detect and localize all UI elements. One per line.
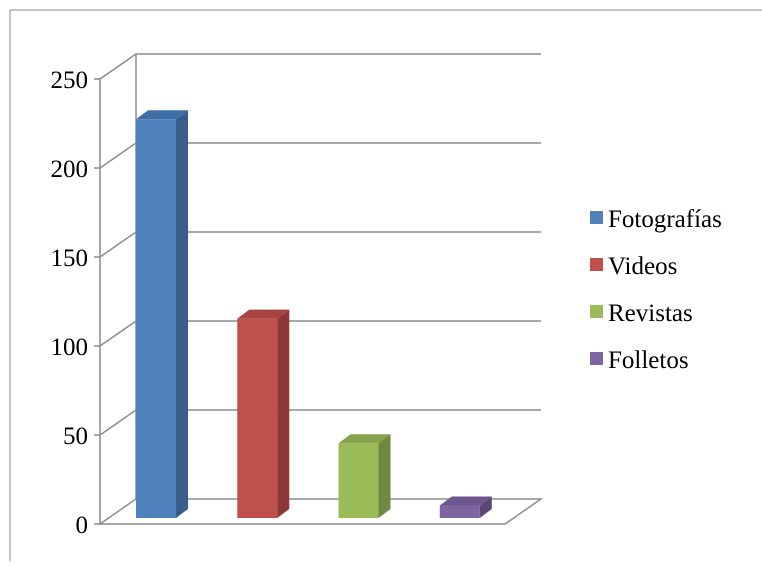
bar-top bbox=[237, 309, 290, 319]
y-tick-label: 200 bbox=[51, 156, 89, 183]
y-tick-label: 150 bbox=[51, 245, 89, 272]
bar-front bbox=[237, 318, 278, 518]
gridline bbox=[99, 53, 541, 80]
gridline bbox=[99, 231, 541, 258]
bar-front bbox=[136, 119, 177, 518]
bar-2 bbox=[237, 309, 290, 518]
gridline bbox=[99, 320, 541, 347]
legend-swatch bbox=[590, 352, 603, 365]
legend-swatch bbox=[590, 211, 603, 224]
bar-1 bbox=[136, 110, 189, 518]
bar-top bbox=[338, 434, 391, 444]
gridlines bbox=[99, 53, 541, 436]
legend-item: Folletos bbox=[590, 347, 689, 374]
bar-side bbox=[277, 309, 290, 518]
bar-top bbox=[136, 110, 189, 120]
bar-side bbox=[378, 434, 391, 518]
y-tick-label: 250 bbox=[51, 67, 89, 94]
legend-item: Revistas bbox=[590, 300, 693, 327]
legend-item: Videos bbox=[590, 253, 677, 280]
bar-front bbox=[338, 443, 379, 518]
y-tick-label: 100 bbox=[51, 334, 89, 361]
bar-4 bbox=[439, 496, 492, 518]
y-tick-label: 50 bbox=[63, 423, 88, 450]
chart-frame bbox=[9, 9, 762, 561]
bars bbox=[136, 110, 492, 518]
bar-3 bbox=[338, 434, 391, 518]
legend-label: Folletos bbox=[608, 347, 689, 374]
legend-label: Fotografías bbox=[608, 206, 722, 233]
bar-front bbox=[439, 505, 480, 518]
legend-label: Revistas bbox=[608, 300, 693, 327]
y-axis: 0 50 100 150 200 250 bbox=[51, 67, 100, 539]
legend-swatch bbox=[590, 258, 603, 271]
legend-label: Videos bbox=[608, 253, 677, 280]
legend-swatch bbox=[590, 305, 603, 318]
gridline bbox=[99, 142, 541, 169]
bar-side bbox=[176, 110, 189, 518]
bar-top bbox=[439, 496, 492, 506]
legend: Fotografías Videos Revistas Folletos bbox=[590, 206, 722, 374]
chart-walls bbox=[97, 54, 544, 525]
floor bbox=[97, 498, 544, 525]
legend-item: Fotografías bbox=[590, 206, 722, 233]
y-tick-label: 0 bbox=[76, 512, 89, 539]
gridline bbox=[99, 409, 541, 436]
bar-side bbox=[479, 496, 492, 518]
